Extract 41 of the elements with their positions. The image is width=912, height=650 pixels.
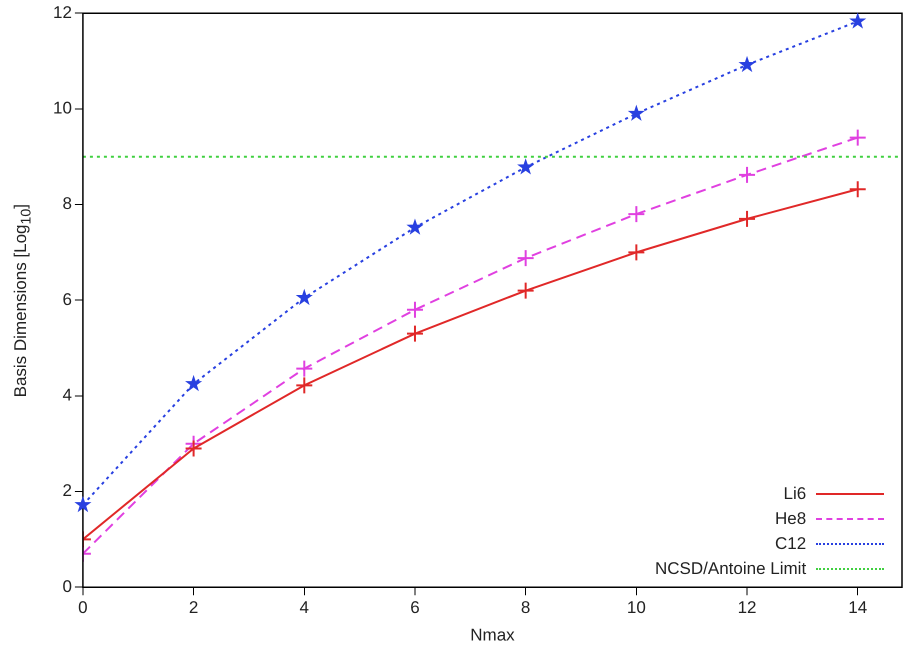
point xyxy=(738,166,756,184)
legend-label: NCSD/Antoine Limit xyxy=(655,558,806,579)
point xyxy=(849,12,866,29)
x-axis-title: Nmax xyxy=(470,625,516,644)
point xyxy=(848,128,867,147)
legend-label: He8 xyxy=(774,508,806,529)
x-tick-label: 6 xyxy=(410,598,420,618)
x-tick-label: 4 xyxy=(300,598,310,618)
point xyxy=(406,300,424,319)
x-tick-label: 0 xyxy=(78,598,88,618)
point xyxy=(627,243,646,262)
x-tick-label: 12 xyxy=(738,598,756,618)
y-tick-label: 0 xyxy=(62,576,72,596)
y-tick-label: 12 xyxy=(52,2,72,22)
x-tick-label: 14 xyxy=(848,598,868,618)
point xyxy=(516,249,535,268)
point xyxy=(848,180,867,198)
point xyxy=(296,288,313,306)
point xyxy=(295,360,314,378)
x-tick-label: 8 xyxy=(520,598,530,618)
x-tick-label: 10 xyxy=(626,598,646,618)
y-tick-label: 4 xyxy=(62,386,72,405)
point xyxy=(406,218,424,235)
point xyxy=(295,376,314,394)
point xyxy=(738,210,756,228)
point xyxy=(74,496,92,512)
point xyxy=(517,158,534,175)
point xyxy=(627,205,646,224)
point xyxy=(628,104,645,121)
point xyxy=(738,56,756,72)
y-tick-label: 10 xyxy=(52,98,72,118)
y-tick-label: 8 xyxy=(62,194,72,214)
point xyxy=(185,374,202,392)
y-tick-label: 6 xyxy=(62,290,72,309)
point xyxy=(406,324,424,343)
point xyxy=(516,282,535,300)
y-tick-label: 2 xyxy=(62,481,72,500)
legend-label: Li6 xyxy=(783,484,806,504)
x-tick-label: 2 xyxy=(188,598,198,618)
point xyxy=(184,439,203,458)
legend-label: C12 xyxy=(774,534,806,554)
